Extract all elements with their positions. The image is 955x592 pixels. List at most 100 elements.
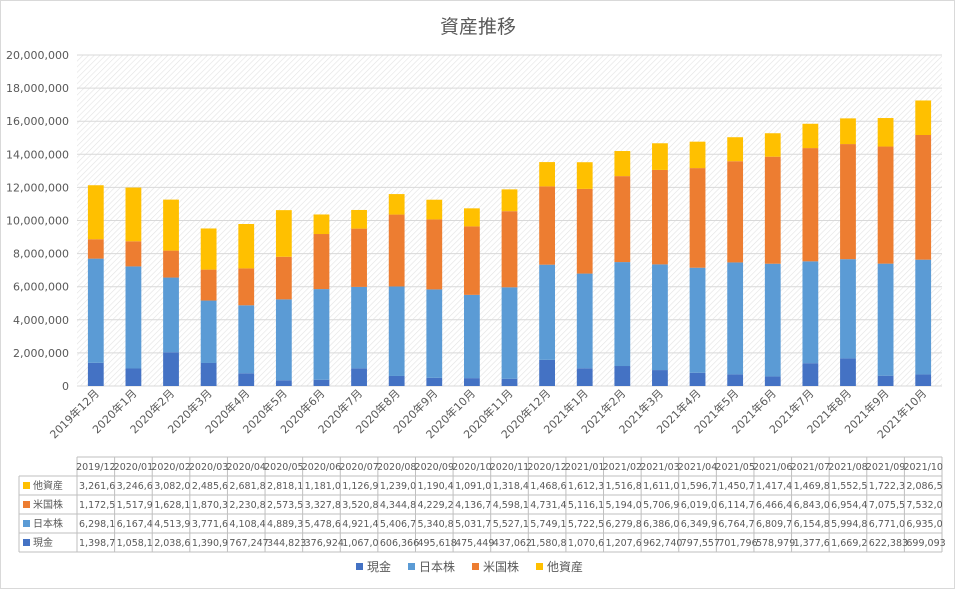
table-header-cell: 2020/10 xyxy=(452,462,491,473)
table-cell: 6,349,9 xyxy=(681,519,717,530)
table-cell: 5,749,1 xyxy=(530,519,566,530)
bar-segment xyxy=(915,259,932,375)
table-cell: 1,398,7 xyxy=(79,538,115,549)
y-tick-label: 20,000,000 xyxy=(6,49,69,62)
bar-segment xyxy=(388,375,405,386)
y-tick-label: 12,000,000 xyxy=(6,181,69,194)
table-cell: 5,722,5 xyxy=(568,519,604,530)
table-row-label: 他資産 xyxy=(33,479,63,492)
table-cell: 1,517,9 xyxy=(117,500,153,511)
table-cell: 1,417,4 xyxy=(756,481,792,492)
table-header-cell: 2021/10 xyxy=(903,462,942,473)
bar-segment xyxy=(313,214,330,235)
y-tick-label: 10,000,000 xyxy=(6,215,69,228)
table-cell: 4,889,3 xyxy=(267,519,303,530)
bar-segment xyxy=(426,219,443,290)
bar-segment xyxy=(877,375,894,386)
bar-segment xyxy=(125,187,142,242)
table-header-cell: 2021/02 xyxy=(603,462,642,473)
bar-segment xyxy=(426,199,443,220)
bar-segment xyxy=(351,286,367,369)
bar-segment xyxy=(689,267,706,373)
x-tick-label: 2019年12月 xyxy=(47,386,102,441)
bar-segment xyxy=(463,378,480,386)
bar-segment xyxy=(238,305,255,374)
table-cell: 2,681,8 xyxy=(229,481,265,492)
bar-segment xyxy=(915,100,932,136)
legend-swatch xyxy=(356,563,363,570)
table-cell: 4,229,2 xyxy=(417,500,453,511)
table-cell: 1,377,6 xyxy=(794,538,830,549)
table-cell: 3,261,6 xyxy=(79,481,115,492)
table-header-cell: 2020/05 xyxy=(264,462,303,473)
table-cell: 5,194,0 xyxy=(606,500,642,511)
table-cell: 1,067,0 xyxy=(342,538,378,549)
bar-segment xyxy=(87,362,104,386)
table-cell: 3,520,8 xyxy=(342,500,378,511)
table-cell: 5,706,9 xyxy=(643,500,679,511)
legend-label: 日本株 xyxy=(419,559,455,574)
legend-swatch xyxy=(408,563,415,570)
table-cell: 1,722,3 xyxy=(869,481,905,492)
table-cell: 622,383 xyxy=(869,538,908,549)
table-header-cell: 2021/06 xyxy=(753,462,792,473)
table-cell: 437,062 xyxy=(493,538,532,549)
table-header-cell: 2020/11 xyxy=(490,462,529,473)
bar-segment xyxy=(652,143,668,170)
bar-segment xyxy=(125,241,142,267)
y-tick-label: 6,000,000 xyxy=(13,281,69,294)
table-cell: 797,557 xyxy=(681,538,720,549)
table-row-label: 米国株 xyxy=(33,498,63,511)
table-legend-key xyxy=(23,482,30,489)
table-cell: 6,771,0 xyxy=(869,519,905,530)
y-tick-label: 4,000,000 xyxy=(13,314,69,327)
table-cell: 1,469,8 xyxy=(794,481,830,492)
bar-segment xyxy=(840,259,856,359)
table-cell: 376,924 xyxy=(305,538,344,549)
bar-segment xyxy=(915,135,932,260)
table-cell: 5,478,6 xyxy=(305,519,341,530)
bar-segment xyxy=(802,363,819,386)
bar-segment xyxy=(840,118,856,145)
bar-segment xyxy=(163,199,179,251)
bar-segment xyxy=(689,168,706,268)
bar-segment xyxy=(275,256,292,300)
bar-segment xyxy=(840,358,856,386)
y-tick-label: 8,000,000 xyxy=(13,248,69,261)
table-cell: 2,086,5 xyxy=(906,481,942,492)
bar-segment xyxy=(87,258,104,363)
bar-segment xyxy=(388,286,405,376)
y-tick-label: 18,000,000 xyxy=(6,82,69,95)
table-header-cell: 2019/12 xyxy=(76,462,115,473)
bar-segment xyxy=(501,189,518,212)
table-cell: 1,172,5 xyxy=(79,500,115,511)
bar-segment xyxy=(539,186,556,265)
table-cell: 1,628,1 xyxy=(154,500,190,511)
bar-segment xyxy=(87,185,104,240)
bar-segment xyxy=(125,266,142,369)
table-cell: 6,809,7 xyxy=(756,519,792,530)
table-cell: 5,406,7 xyxy=(380,519,416,530)
table-header-cell: 2021/01 xyxy=(565,462,604,473)
bar-segment xyxy=(764,376,781,386)
bar-segment xyxy=(576,188,593,274)
table-cell: 1,091,0 xyxy=(455,481,491,492)
bar-segment xyxy=(689,372,706,386)
table-header-cell: 2021/08 xyxy=(828,462,867,473)
legend-swatch xyxy=(472,563,479,570)
bar-segment xyxy=(576,162,593,189)
table-cell: 5,340,8 xyxy=(417,519,453,530)
table-cell: 6,114,7 xyxy=(718,500,754,511)
table-cell: 1,468,6 xyxy=(530,481,566,492)
bar-segment xyxy=(877,118,894,147)
table-header-cell: 2021/09 xyxy=(866,462,905,473)
table-cell: 699,093 xyxy=(906,538,945,549)
table-header-cell: 2020/12 xyxy=(527,462,566,473)
bar-segment xyxy=(764,263,781,377)
table-cell: 1,058,1 xyxy=(117,538,153,549)
bar-segment xyxy=(614,366,631,386)
table-legend-key xyxy=(23,501,30,508)
bar-segment xyxy=(614,262,631,367)
table-legend-key xyxy=(23,520,30,527)
